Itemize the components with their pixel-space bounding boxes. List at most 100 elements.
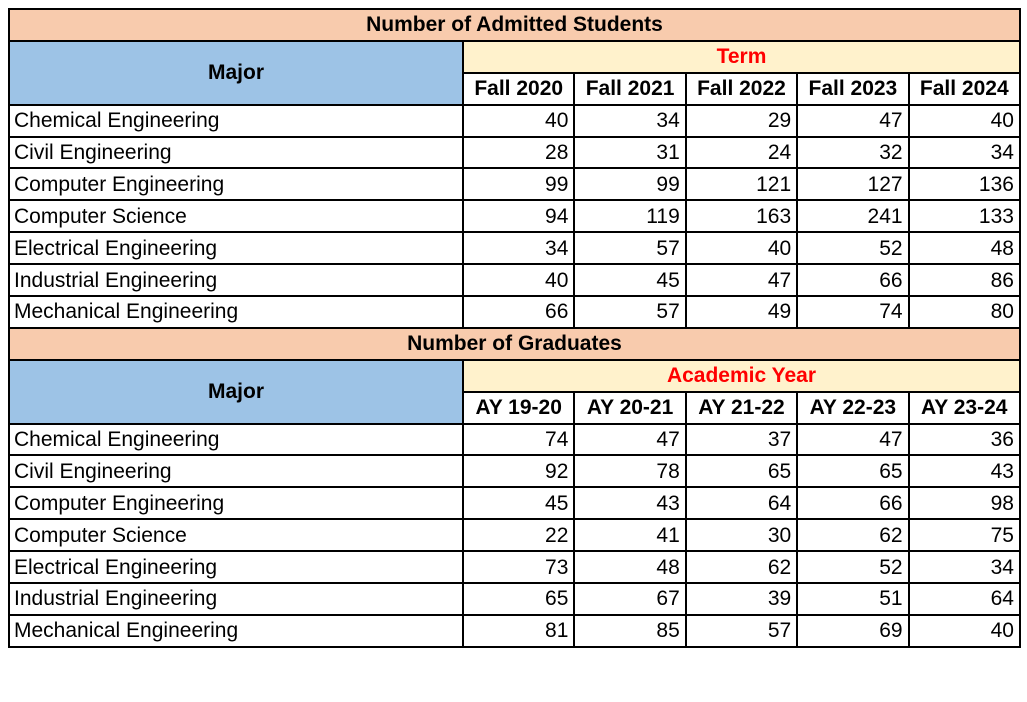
value-cell: 74 (796, 295, 910, 329)
value-cell: 65 (796, 454, 910, 489)
value-cell: 52 (796, 231, 910, 266)
table-row: Industrial Engineering 40 45 47 66 86 (8, 263, 1021, 298)
period-header: AY 21-22 (684, 390, 799, 425)
period-header-row: AY 19-20 AY 20-21 AY 21-22 AY 22-23 AY 23-24 (9, 390, 1021, 425)
section-title-row: Number of Graduates (8, 326, 1021, 361)
value-cell: 85 (573, 613, 687, 648)
table-row: Electrical Engineering 34 57 40 52 48 (8, 231, 1021, 266)
data-table: Number of Admitted Students Major Term Fall… (8, 8, 1021, 648)
major-header: Major (8, 39, 464, 106)
value-cell: 98 (907, 486, 1021, 521)
value-cell: 66 (796, 263, 910, 298)
group-header-row: Major Term (8, 39, 1021, 106)
value-cell: 49 (684, 295, 799, 329)
value-cell: 99 (573, 167, 687, 202)
value-cell: 32 (796, 135, 910, 170)
section-title: Number of Graduates (8, 326, 1021, 361)
value-cell: 47 (684, 263, 799, 298)
value-cell: 39 (684, 582, 799, 616)
table-row: Civil Engineering 28 31 24 32 34 (8, 135, 1021, 170)
value-cell: 57 (684, 613, 799, 648)
table-row: Computer Science 22 41 30 62 75 (8, 518, 1021, 553)
value-cell: 99 (461, 167, 576, 202)
period-header: Fall 2023 (796, 71, 910, 106)
period-header: Fall 2020 (461, 71, 576, 106)
value-cell: 121 (684, 167, 799, 202)
value-cell: 74 (461, 422, 576, 457)
value-cell: 133 (907, 199, 1021, 234)
value-cell: 40 (461, 263, 576, 298)
value-cell: 22 (461, 518, 576, 553)
value-cell: 78 (573, 454, 687, 489)
value-cell: 43 (907, 454, 1021, 489)
major-header: Major (8, 358, 464, 425)
period-header: AY 19-20 (461, 390, 576, 425)
value-cell: 66 (461, 295, 576, 329)
period-header: Fall 2024 (907, 71, 1021, 106)
group-header: Academic Year (462, 358, 1021, 393)
value-cell: 92 (461, 454, 576, 489)
period-header: AY 20-21 (573, 390, 687, 425)
value-cell: 34 (461, 231, 576, 266)
value-cell: 41 (573, 518, 687, 553)
value-cell: 40 (461, 103, 576, 138)
value-cell: 37 (684, 422, 799, 457)
period-header: Fall 2021 (573, 71, 687, 106)
period-header: AY 22-23 (796, 390, 910, 425)
value-cell: 45 (461, 486, 576, 521)
major-name: Industrial Engineering (8, 263, 464, 298)
major-name: Computer Science (8, 518, 464, 553)
value-cell: 65 (684, 454, 799, 489)
value-cell: 163 (684, 199, 799, 234)
value-cell: 241 (796, 199, 910, 234)
value-cell: 66 (796, 486, 910, 521)
major-name: Chemical Engineering (8, 103, 464, 138)
value-cell: 31 (573, 135, 687, 170)
table-row: Mechanical Engineering 81 85 57 69 40 (8, 613, 1021, 648)
value-cell: 57 (573, 295, 687, 329)
value-cell: 136 (907, 167, 1021, 202)
value-cell: 69 (796, 613, 910, 648)
value-cell: 24 (684, 135, 799, 170)
major-name: Mechanical Engineering (8, 613, 464, 648)
group-header-row: Major Academic Year (8, 358, 1021, 425)
value-cell: 73 (461, 550, 576, 585)
value-cell: 43 (573, 486, 687, 521)
value-cell: 47 (573, 422, 687, 457)
major-name: Mechanical Engineering (8, 295, 464, 329)
value-cell: 94 (461, 199, 576, 234)
major-name: Electrical Engineering (8, 550, 464, 585)
value-cell: 48 (907, 231, 1021, 266)
major-name: Computer Engineering (8, 486, 464, 521)
table-row: Computer Engineering 99 99 121 127 136 (8, 167, 1021, 202)
value-cell: 51 (796, 582, 910, 616)
value-cell: 65 (461, 582, 576, 616)
period-header: Fall 2022 (684, 71, 799, 106)
table-row: Industrial Engineering 65 67 39 51 64 (8, 582, 1021, 616)
value-cell: 47 (796, 103, 910, 138)
table-row: Electrical Engineering 73 48 62 52 34 (8, 550, 1021, 585)
group-header: Term (462, 39, 1021, 74)
value-cell: 47 (796, 422, 910, 457)
value-cell: 52 (796, 550, 910, 585)
value-cell: 86 (907, 263, 1021, 298)
section-title-row: Number of Admitted Students (8, 8, 1021, 42)
value-cell: 62 (684, 550, 799, 585)
value-cell: 40 (907, 103, 1021, 138)
table-row: Chemical Engineering 74 47 37 47 36 (8, 422, 1021, 457)
value-cell: 127 (796, 167, 910, 202)
section-title: Number of Admitted Students (8, 8, 1021, 42)
table-row: Computer Engineering 45 43 64 66 98 (8, 486, 1021, 521)
value-cell: 75 (907, 518, 1021, 553)
value-cell: 80 (907, 295, 1021, 329)
table-row: Computer Science 94 119 163 241 133 (8, 199, 1021, 234)
major-name: Civil Engineering (8, 454, 464, 489)
period-header: AY 23-24 (907, 390, 1021, 425)
value-cell: 34 (907, 550, 1021, 585)
major-name: Industrial Engineering (8, 582, 464, 616)
major-name: Civil Engineering (8, 135, 464, 170)
value-cell: 62 (796, 518, 910, 553)
table-row: Chemical Engineering 40 34 29 47 40 (8, 103, 1021, 138)
value-cell: 48 (573, 550, 687, 585)
value-cell: 64 (684, 486, 799, 521)
